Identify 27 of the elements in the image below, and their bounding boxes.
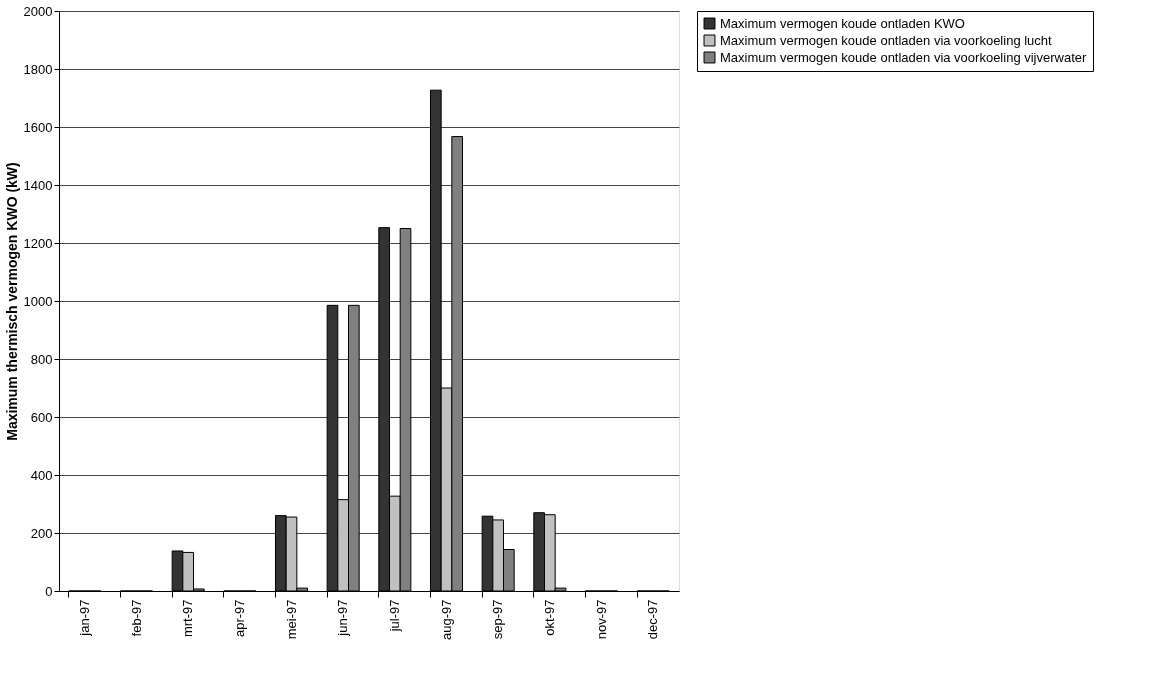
x-tick-label: nov-97: [593, 599, 609, 640]
y-tick-label: 0: [45, 583, 53, 599]
y-tick-label: 400: [30, 467, 53, 483]
x-tick-label: feb-97: [128, 599, 144, 637]
x-tick-label: jun-97: [335, 599, 351, 637]
legend-label: Maximum vermogen koude ontladen via voorkoeling lucht: [720, 32, 1053, 48]
y-tick-label: 1600: [23, 119, 53, 135]
x-tick-label: okt-97: [541, 599, 557, 636]
x-tick-label: jul-97: [386, 599, 402, 633]
x-tick-label: mrt-97: [180, 599, 196, 638]
y-tick-label: 1000: [23, 293, 53, 309]
y-tick-label: 2000: [23, 3, 53, 19]
y-tick-label: 800: [30, 351, 53, 367]
x-tick-label: jan-97: [76, 599, 92, 637]
y-tick-label: 1400: [23, 177, 53, 193]
y-tick-label: 1200: [23, 235, 53, 251]
x-tick-label: mei-97: [283, 599, 299, 640]
x-tick-label: apr-97: [231, 599, 247, 638]
legend-label: Maximum vermogen koude ontladen KWO: [720, 15, 965, 31]
y-axis-title: Maximum thermisch vermogen KWO (kW): [3, 162, 20, 441]
y-tick-label: 600: [30, 409, 53, 425]
x-tick-label: aug-97: [438, 599, 454, 640]
x-tick-label: sep-97: [490, 599, 506, 640]
y-tick-label: 200: [30, 525, 53, 541]
x-tick-label: dec-97: [645, 599, 661, 640]
legend-label: Maximum vermogen koude ontladen via voorkoeling vijverwater: [720, 49, 1088, 65]
y-tick-label: 1800: [23, 61, 53, 77]
